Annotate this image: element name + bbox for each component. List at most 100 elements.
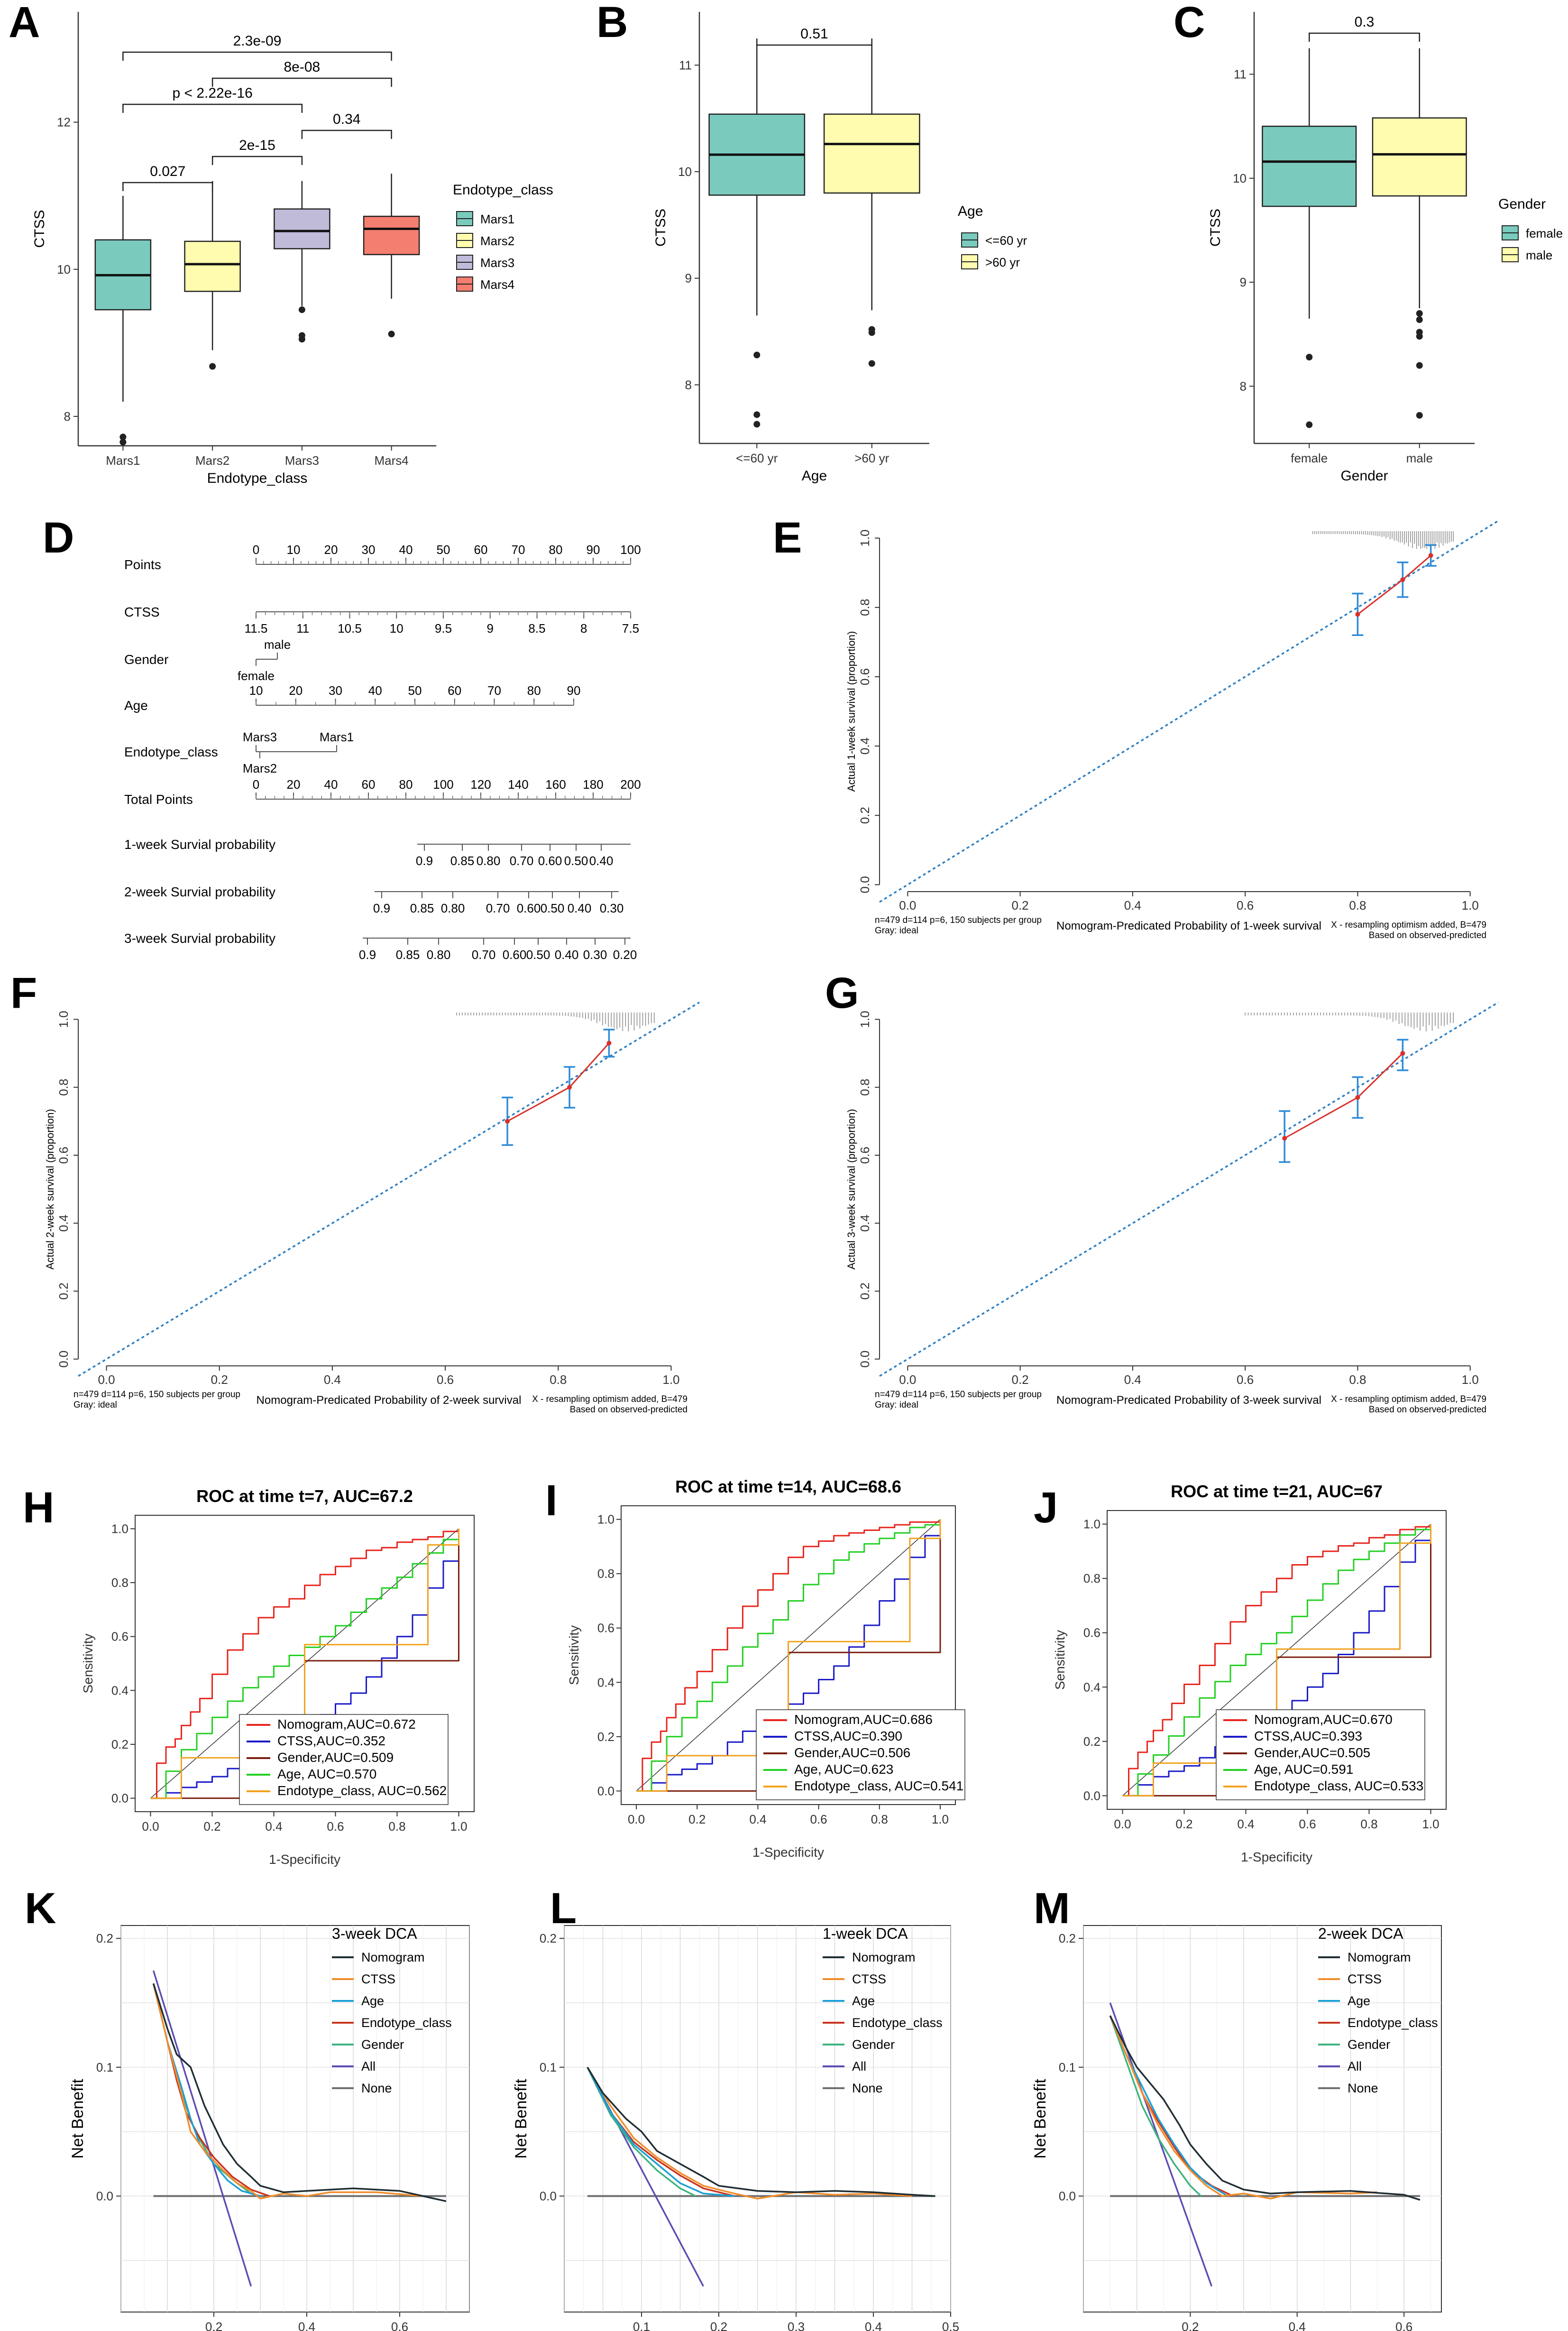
box-male [1372,117,1467,197]
y-axis-title: Sensitivity [1053,1630,1067,1690]
axis-tick-label: 10.5 [338,621,362,636]
axis-tick-label: 200 [620,777,641,792]
y-axis-title: Sensitivity [81,1633,95,1693]
box->60 yr [823,113,920,194]
legend-label: Nomogram [1348,1950,1411,1964]
box-female [1262,125,1357,207]
axis-tick-label: 100 [433,777,453,792]
legend: 2-week DCA Nomogram CTSS Age Endotype_class G… [1318,1925,1438,2095]
y-tick-label: 9 [685,271,692,286]
legend-label: Endotype_class, AUC=0.541 [794,1778,963,1793]
legend-title: 1-week DCA [823,1925,908,1942]
roc-curve-Age [1122,1524,1431,1797]
axis-tick-label: 60 [448,683,461,698]
axis-tick-label: 0.70 [486,901,510,915]
y-axis-title: Actual 2-week survival (proportion) [44,1109,56,1270]
x-tick-label: 0.5 [942,2320,959,2331]
y-tick-label: 0.2 [96,1931,113,1945]
legend-label: CTSS,AUC=0.393 [1254,1729,1362,1743]
axis-tick-label: 0.50 [564,854,588,868]
y-axis-title: Net Benefit [1031,2079,1049,2159]
axis-tick-label: 80 [399,777,413,792]
x-axis-title: Endotype_class [207,470,308,486]
x-tick-label: 0.4 [865,2320,882,2331]
points-axis: 0 10 20 30 40 50 60 70 80 90 100 [253,543,641,565]
x-tick-label: 0.2 [688,1812,706,1826]
legend-label: CTSS [852,1972,886,1986]
legend-label: Age [1348,1994,1370,2008]
nomogram-row-label: Age [124,698,148,713]
outlier-point [868,360,875,367]
ctss-axis: 11.5 11 10.5 10 9.5 9 8.5 8 7.5 [245,611,639,636]
dca-curve-Nomogram [587,2066,935,2197]
outlier-point [753,421,761,428]
dca-M: 0.00.10.20.20.40.6Risk ThresholdNet Bene… [1031,1925,1442,2331]
y-tick-label: 0.1 [96,2060,113,2074]
box-Mars2 [184,240,241,292]
axis-tick-label: 0.9 [359,948,376,962]
x-tick-label: 0.8 [1349,1373,1366,1387]
outlier-point [1416,333,1423,340]
x-axis-title: Gender [1340,468,1388,484]
calibration-F: 0.0 0.2 0.4 0.6 0.8 1.0 0.0 0.2 0.4 0.6 0.8 1.0 Nomo… [44,1002,700,1415]
total-points-axis: 0 20 40 60 80 100 120 140 160 180 200 [253,777,641,800]
comparison-bracket [756,44,872,54]
plot-frame [1107,1510,1447,1810]
y-tick-label: 0.6 [858,1147,872,1164]
axis-tick-label: 20 [287,777,301,792]
outlier-point [1416,310,1423,317]
outlier-point [1416,316,1423,323]
axis-tick-label: 9.5 [435,621,452,636]
legend-label: Endotype_class, AUC=0.533 [1254,1778,1423,1793]
legend-title: 3-week DCA [332,1925,417,1942]
axis-tick-label: male [264,637,291,652]
legend-title: Age [958,203,983,219]
x-tick-label: 0.2 [1012,1373,1029,1387]
y-axis-title: CTSS [653,209,669,247]
legend-label: Gender,AUC=0.506 [794,1745,910,1760]
footnote-right: X - resampling optimism added, B=479 [1331,1394,1486,1404]
x-axis-title: 1-Specificity [1241,1850,1312,1864]
p-value-label: 8e-08 [284,59,321,75]
x-tick-label: 0.4 [1289,2320,1306,2331]
p-value-label: p < 2.22e-16 [172,85,252,101]
axis-tick-label: 10 [390,621,403,636]
p-value-label: 0.34 [333,111,360,127]
y-axis-title: Net Benefit [512,2079,530,2159]
axis-tick-label: 0.80 [427,948,451,962]
footnote-left: Gray: ideal [875,926,918,936]
axis-tick-label: 60 [362,777,376,792]
panel-letter-L: L [550,1884,577,1933]
y-tick-label: 8 [685,378,692,392]
x-tick-label: 0.4 [265,1819,282,1833]
legend-title: 2-week DCA [1318,1925,1403,1942]
dca-curve-CTSS [587,2066,912,2200]
legend-label: Age [852,1994,875,2008]
panel-letters: A B C D E F G H I J K L M [9,0,1205,1933]
y-tick-label: 0.4 [858,1215,872,1232]
x-axis-title: 1-Specificity [269,1852,340,1867]
y-tick-label: 0.6 [597,1621,614,1635]
panel-letter-J: J [1034,1483,1058,1532]
panel-letter-H: H [23,1483,54,1532]
comparison-bracket [211,156,303,165]
axis-tick-label: 80 [549,543,563,557]
axis-tick-label: 20 [289,683,303,698]
legend-label: Endotype_class [852,2016,943,2030]
y-tick-label: 0.0 [597,1784,614,1798]
y-axis-title: CTSS [32,210,47,248]
axis-tick-label: 50 [437,543,450,557]
p-value-label: 0.3 [1355,14,1375,30]
legend-label: Nomogram,AUC=0.686 [794,1712,933,1727]
y-tick-label: 0.2 [1083,1734,1100,1749]
x-tick-label: 0.8 [1349,898,1366,912]
legend-label: Gender [361,2037,404,2052]
chart-title: ROC at time t=7, AUC=67.2 [196,1486,413,1506]
outlier-point [1306,354,1313,360]
dca-curve-All [152,1970,252,2287]
outlier-point [1416,362,1423,369]
x-tick-label: Mars4 [375,453,409,468]
legend-label: Gender,AUC=0.509 [277,1750,394,1765]
